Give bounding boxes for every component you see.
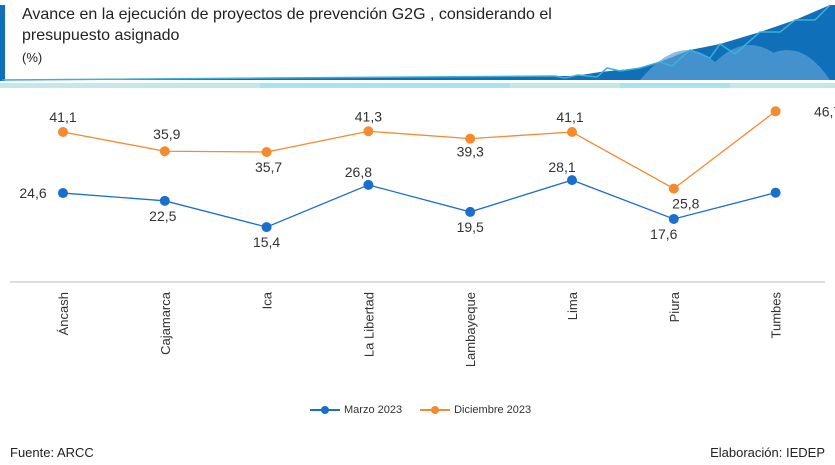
series-line-1 bbox=[62, 110, 776, 190]
data-point[interactable] bbox=[159, 195, 170, 206]
legend-item-marzo[interactable]: Marzo 2023 bbox=[310, 404, 402, 416]
data-point[interactable] bbox=[770, 106, 781, 117]
legend-label: Marzo 2023 bbox=[344, 404, 403, 416]
chart-title: Avance en la ejecución de proyectos de p… bbox=[22, 6, 552, 44]
x-tick-label: La Libertad bbox=[361, 292, 376, 357]
data-label: 17,6 bbox=[650, 226, 677, 242]
credit-note: Elaboración: IEDEP bbox=[710, 445, 825, 460]
data-label: 19,5 bbox=[457, 219, 484, 235]
unit-label: (%) bbox=[22, 50, 43, 65]
data-point[interactable] bbox=[261, 222, 272, 233]
data-label: 35,7 bbox=[255, 159, 282, 175]
data-point[interactable] bbox=[567, 175, 577, 186]
data-point[interactable] bbox=[465, 206, 476, 217]
legend: Marzo 2023 Diciembre 2023 bbox=[310, 404, 531, 416]
data-point[interactable] bbox=[668, 213, 679, 224]
data-point[interactable] bbox=[567, 127, 577, 137]
x-tick-label: Áncash bbox=[56, 292, 71, 335]
data-label: 41,1 bbox=[556, 109, 583, 125]
x-tick-label: Lima bbox=[565, 291, 580, 320]
accent-bar bbox=[0, 5, 5, 81]
data-point[interactable] bbox=[363, 179, 374, 190]
data-label: 41,3 bbox=[355, 108, 382, 124]
data-label: 22,5 bbox=[149, 208, 176, 224]
data-label: 15,4 bbox=[253, 234, 280, 250]
x-tick-label: Ica bbox=[260, 291, 275, 309]
series-line-0 bbox=[62, 179, 776, 228]
data-point[interactable] bbox=[58, 127, 68, 137]
data-label: 41,1 bbox=[49, 109, 76, 125]
x-tick-label: Piura bbox=[667, 291, 682, 322]
data-point[interactable] bbox=[465, 133, 476, 144]
plot-area: 24,6 22,5 15,4 26,8 19,5 28,1 17,6 41,1 35,9 35,7… bbox=[10, 103, 835, 367]
x-tick-label: Cajamarca bbox=[158, 291, 173, 355]
data-label: 25,8 bbox=[672, 196, 699, 212]
data-label: 24,6 bbox=[19, 185, 46, 201]
data-label: 46,7 bbox=[814, 103, 835, 119]
data-point[interactable] bbox=[668, 183, 679, 194]
data-point[interactable] bbox=[159, 146, 170, 157]
data-point[interactable] bbox=[261, 146, 272, 157]
x-tick-label: Tumbes bbox=[769, 292, 784, 339]
legend-label: Diciembre 2023 bbox=[454, 404, 532, 416]
data-point[interactable] bbox=[363, 126, 374, 137]
data-label: 39,3 bbox=[457, 144, 484, 160]
source-note: Fuente: ARCC bbox=[10, 445, 94, 460]
data-point[interactable] bbox=[770, 187, 781, 198]
data-label: 35,9 bbox=[153, 126, 180, 142]
x-tick-label: Lambayeque bbox=[463, 292, 478, 367]
data-label: 28,1 bbox=[548, 159, 575, 175]
data-point[interactable] bbox=[58, 188, 68, 199]
legend-item-diciembre[interactable]: Diciembre 2023 bbox=[420, 404, 531, 416]
data-label: 26,8 bbox=[345, 164, 372, 180]
header-decoration bbox=[0, 4, 835, 88]
